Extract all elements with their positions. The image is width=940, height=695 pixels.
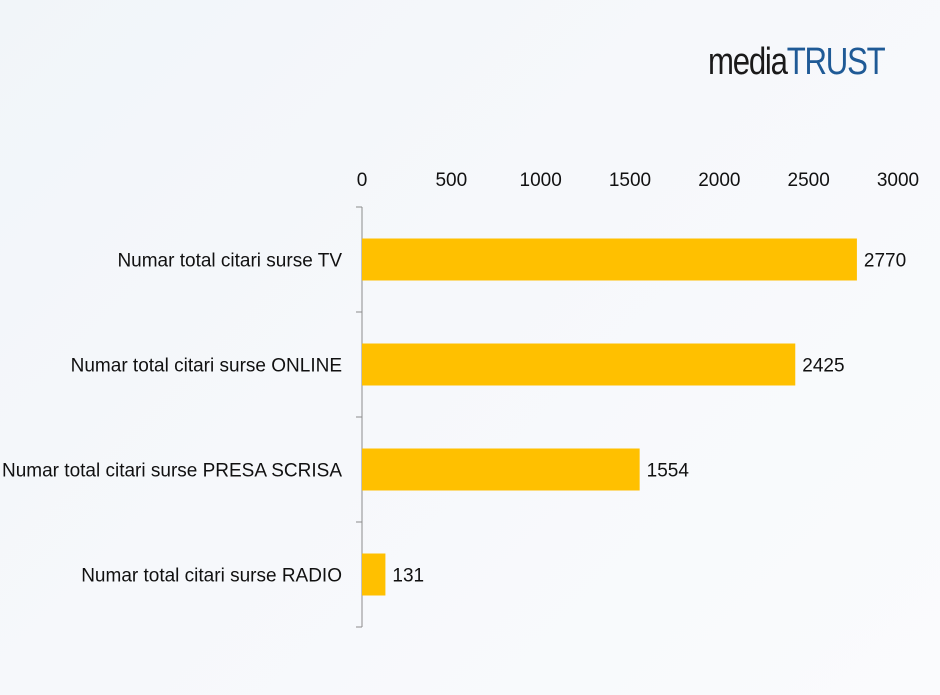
logo-prefix: media — [708, 41, 788, 83]
bars — [362, 238, 857, 596]
bar — [362, 343, 796, 386]
x-tick-label: 2500 — [788, 170, 830, 191]
category-label: Numar total citari surse ONLINE — [71, 356, 342, 377]
logo-suffix: TRUST — [786, 41, 886, 83]
data-label: 131 — [392, 566, 424, 587]
data-label: 1554 — [647, 461, 690, 482]
category-label: Numar total citari surse TV — [117, 251, 342, 272]
category-label: Numar total citari surse RADIO — [81, 566, 342, 587]
x-tick-label: 1500 — [609, 170, 651, 191]
bar — [362, 238, 857, 281]
data-label: 2770 — [864, 251, 906, 272]
category-labels: Numar total citari surse TV Numar total c… — [2, 251, 342, 587]
bar — [362, 448, 640, 491]
data-labels: 2770 2425 1554 131 — [392, 251, 906, 587]
category-axis — [356, 206, 363, 628]
data-label: 2425 — [802, 356, 844, 377]
x-tick-label: 500 — [435, 170, 467, 191]
x-tick-label: 1000 — [520, 170, 562, 191]
bar — [362, 553, 386, 596]
x-tick-label: 0 — [357, 170, 368, 191]
mediatrust-logo: mediaTRUST — [708, 38, 886, 86]
x-axis-ticks: 0 500 1000 1500 2000 2500 3000 — [357, 170, 919, 191]
x-tick-label: 3000 — [877, 170, 919, 191]
x-tick-label: 2000 — [698, 170, 740, 191]
category-label: Numar total citari surse PRESA SCRISA — [2, 461, 342, 482]
